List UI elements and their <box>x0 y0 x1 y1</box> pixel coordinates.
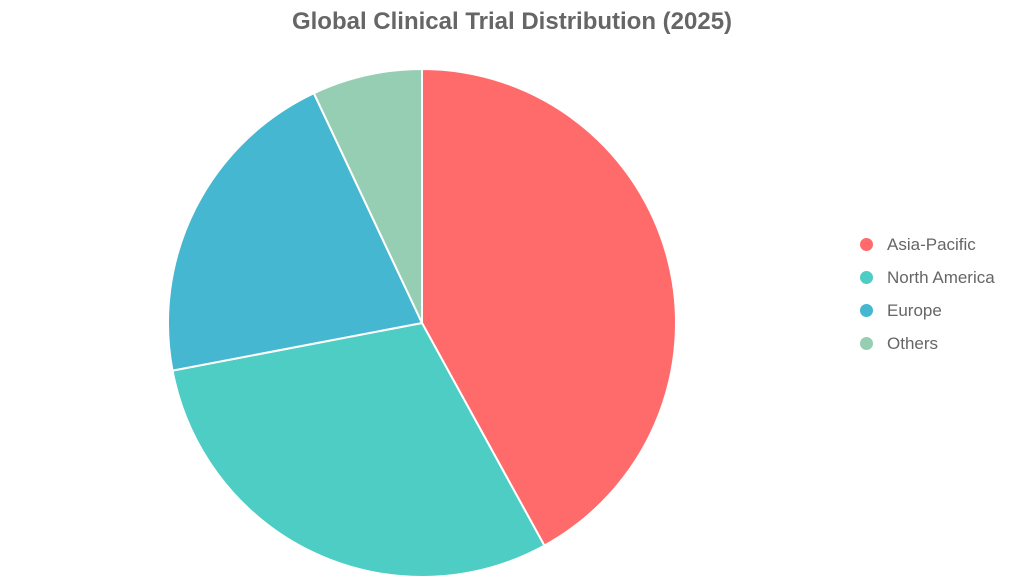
pie-slice-north-america[interactable] <box>171 321 546 578</box>
legend-item-europe[interactable]: Europe <box>860 294 995 327</box>
legend-label: Asia-Pacific <box>887 234 976 254</box>
legend-color-dot <box>860 304 873 317</box>
legend-label: Europe <box>887 300 942 320</box>
legend-label: North America <box>887 267 995 287</box>
legend-color-dot <box>860 271 873 284</box>
chart-title: Global Clinical Trial Distribution (2025… <box>291 8 733 35</box>
legend-color-dot <box>860 238 873 251</box>
legend-label: Others <box>887 333 939 353</box>
pie-slices <box>167 67 677 578</box>
legend-color-dot <box>860 337 873 350</box>
legend-item-north-america[interactable]: North America <box>860 261 995 294</box>
pie-slice-others[interactable] <box>312 67 423 324</box>
legend-item-asia-pacific[interactable]: Asia-Pacific <box>860 228 995 261</box>
legend-item-others[interactable]: Others <box>860 327 995 360</box>
pie-slice-asia-pacific[interactable] <box>421 67 677 547</box>
pie-slice-europe[interactable] <box>167 91 424 372</box>
chart-legend: Asia-Pacific North America Europe Others <box>860 228 995 360</box>
